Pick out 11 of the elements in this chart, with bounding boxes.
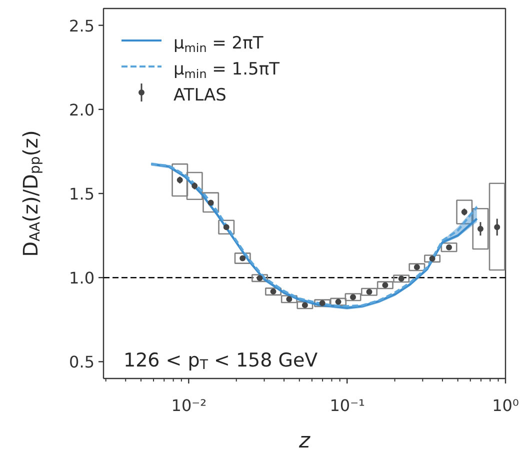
legend-label: ATLAS <box>174 86 226 106</box>
x-tick-label: 10⁻² <box>171 396 207 415</box>
y-tick-label: 2.0 <box>69 100 95 120</box>
x-axis-title: z <box>298 428 311 451</box>
y-tick-label: 0.5 <box>69 352 95 372</box>
y-tick-label: 1.0 <box>69 268 95 288</box>
x-tick-label: 10⁰ <box>492 396 519 415</box>
x-tick-label: 10⁻¹ <box>330 396 365 415</box>
y-tick-label: 2.5 <box>69 16 95 36</box>
y-tick-label: 1.5 <box>69 184 95 204</box>
y-axis-title: DAA(z)/Dpp(z) <box>18 130 44 257</box>
